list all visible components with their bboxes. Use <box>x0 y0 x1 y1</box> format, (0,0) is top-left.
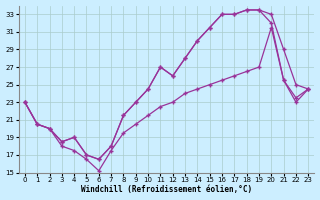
X-axis label: Windchill (Refroidissement éolien,°C): Windchill (Refroidissement éolien,°C) <box>81 185 252 194</box>
